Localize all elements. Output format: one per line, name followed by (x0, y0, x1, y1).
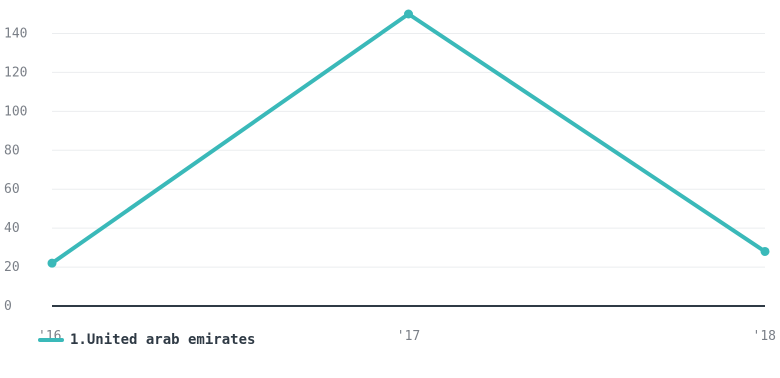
y-tick-label: 80 (4, 143, 20, 158)
y-tick-label: 140 (4, 26, 27, 41)
gridlines (52, 32, 765, 307)
y-tick-label: 120 (4, 65, 27, 80)
series-line (50, 12, 767, 266)
legend-swatch (38, 338, 64, 342)
data-point (404, 9, 413, 19)
x-axis-ticks: '16'17'18 (38, 329, 776, 344)
y-tick-label: 0 (4, 299, 12, 314)
y-tick-label: 100 (4, 104, 27, 119)
y-tick-label: 40 (4, 221, 20, 236)
x-tick-label: '17 (397, 329, 420, 344)
legend: 1.United arab emirates (38, 332, 255, 348)
y-axis-ticks: 0 20 40 60 80 100 120 140 (4, 26, 27, 314)
y-tick-label: 60 (4, 182, 20, 197)
series-layer (47, 9, 770, 268)
y-tick-label: 20 (4, 260, 20, 275)
x-tick-label: '18 (753, 329, 776, 344)
legend-label: 1.United arab emirates (70, 332, 256, 348)
data-point (760, 246, 770, 256)
data-point (47, 258, 57, 268)
